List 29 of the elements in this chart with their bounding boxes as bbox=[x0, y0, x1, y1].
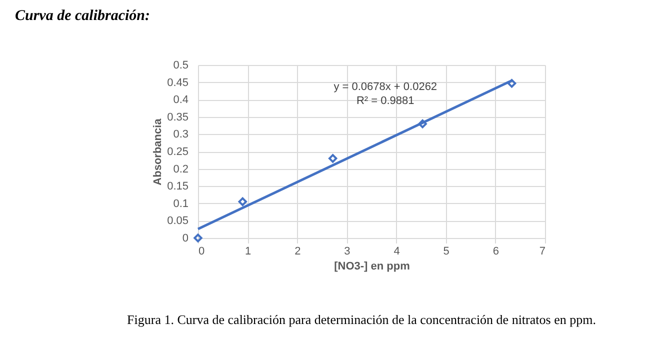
annotation: y = 0.0678x + 0.0262 bbox=[334, 81, 438, 93]
x-tick-label: 0 bbox=[198, 246, 205, 258]
y-tick-label: 0.35 bbox=[167, 111, 188, 124]
y-tick-label: 0.45 bbox=[167, 76, 188, 89]
x-tick-label: 7 bbox=[539, 246, 546, 258]
x-tick-label: 6 bbox=[492, 246, 499, 258]
x-tick-label: 2 bbox=[294, 246, 301, 258]
y-tick-label: 0.4 bbox=[173, 94, 188, 106]
point bbox=[418, 119, 427, 128]
text: Figura 1. Curva de calibración para determinación de la concentración de nitratos en ppm. bbox=[127, 312, 596, 327]
y-axis-title: Absorbancia bbox=[152, 118, 164, 186]
y-tick-label: 0.3 bbox=[173, 128, 188, 141]
point bbox=[238, 197, 247, 206]
y-tick-label: 0.1 bbox=[173, 198, 188, 210]
x-tick-label: 4 bbox=[394, 246, 400, 258]
x-tick-label: 3 bbox=[344, 246, 350, 258]
x-axis-title: [NO3-] en ppm bbox=[334, 260, 410, 272]
annotation: R² = 0.9881 bbox=[356, 95, 414, 107]
x-tick-label: 5 bbox=[443, 246, 450, 258]
x-tick-label: 1 bbox=[245, 246, 252, 258]
y-tick-label: 0.05 bbox=[167, 215, 188, 228]
chart-title: Curva de calibración: bbox=[15, 8, 150, 24]
y-tick-label: 0.5 bbox=[173, 60, 188, 72]
y-tick-label: 0.2 bbox=[173, 163, 188, 176]
y-tick-label: 0.25 bbox=[167, 146, 188, 158]
y-tick-label: 0 bbox=[182, 232, 188, 244]
point bbox=[507, 78, 516, 88]
y-tick-label: 0.15 bbox=[167, 180, 188, 193]
point bbox=[328, 154, 338, 163]
